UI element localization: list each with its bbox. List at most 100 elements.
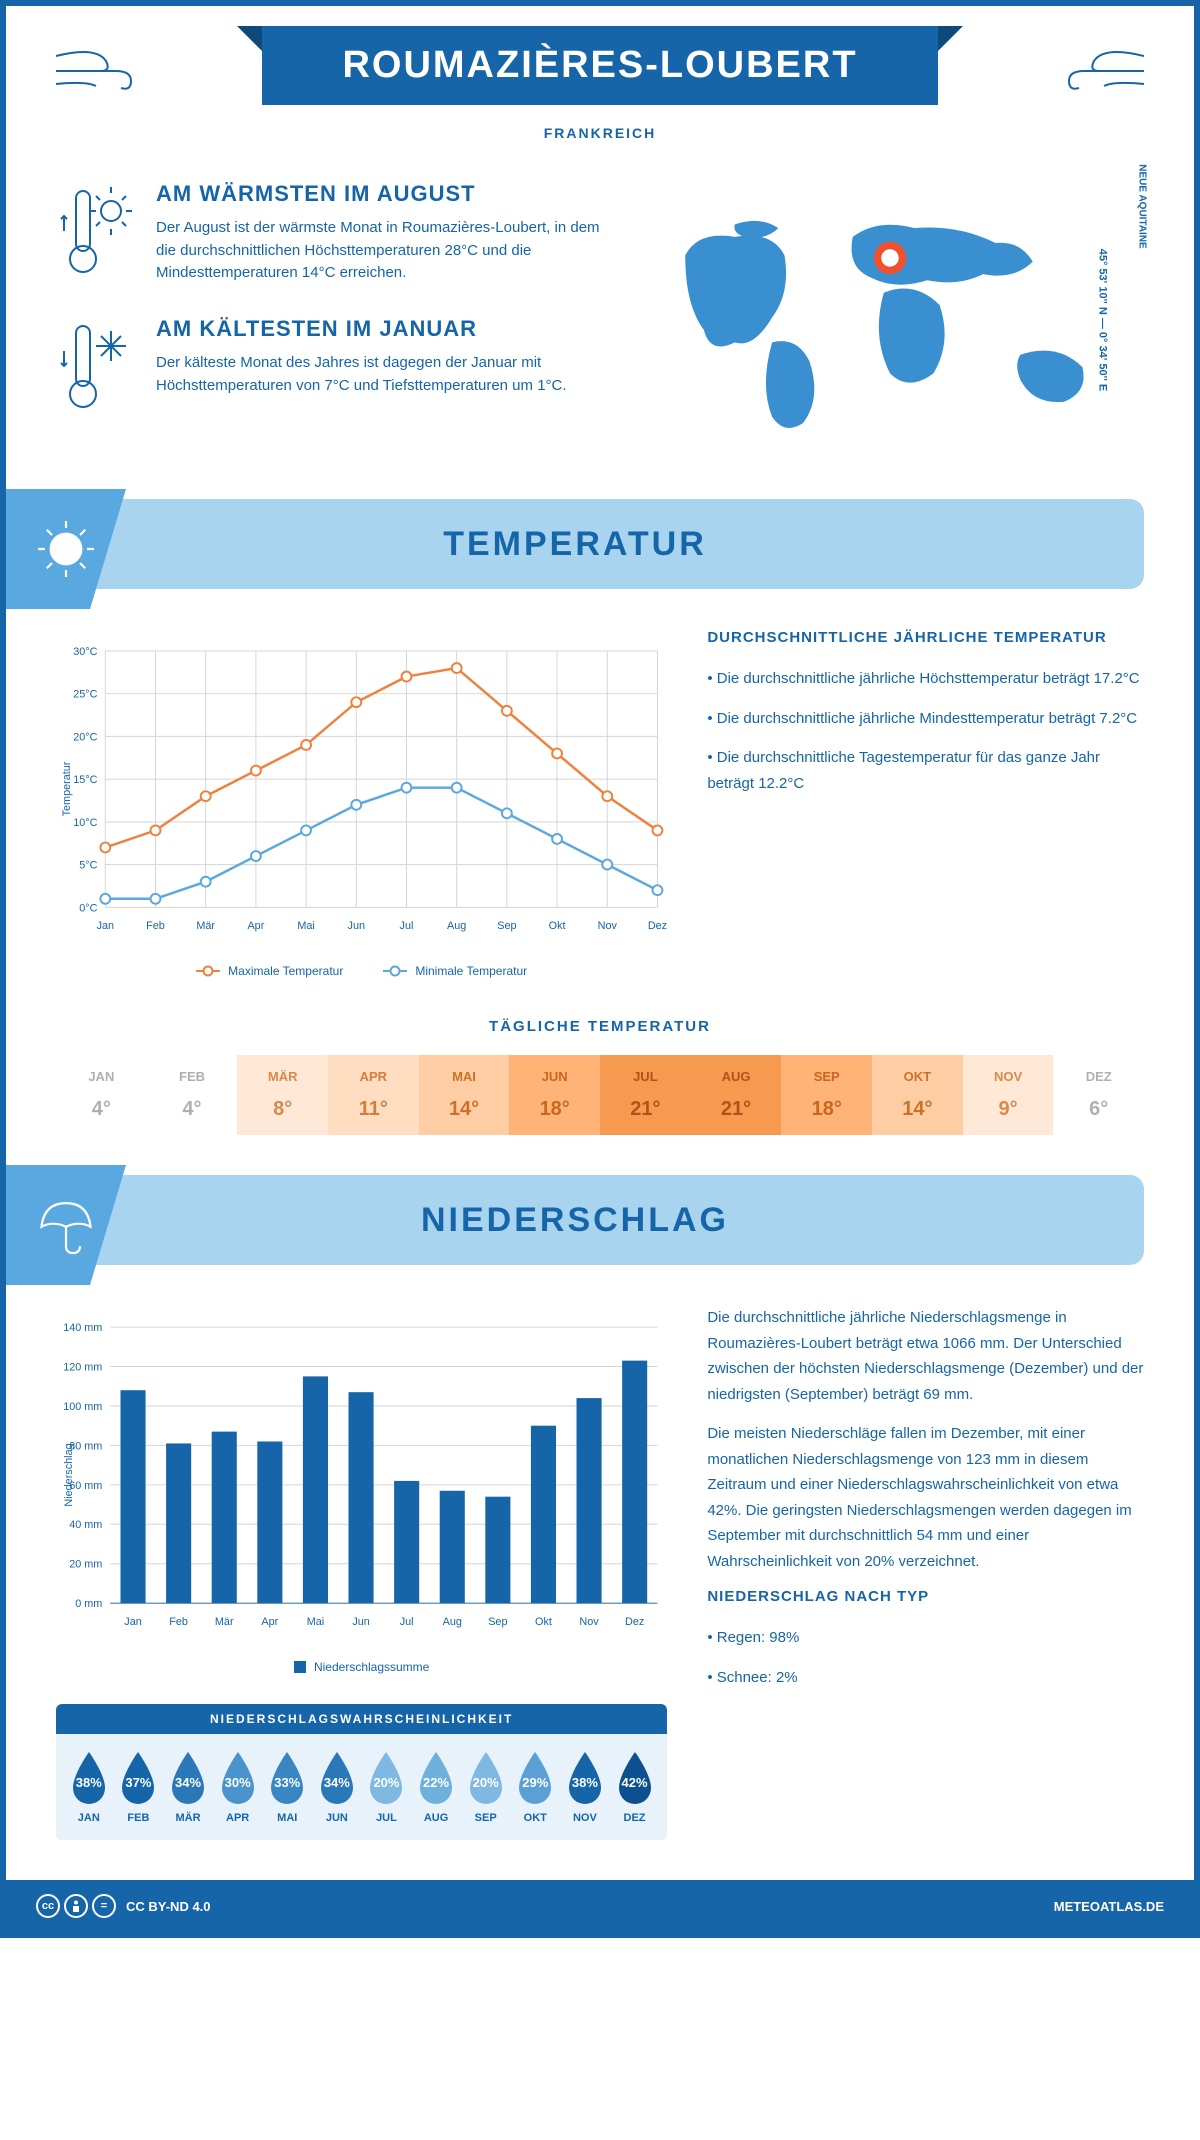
line-chart-legend: Maximale Temperatur Minimale Temperatur	[56, 964, 667, 978]
site-name: METEOATLAS.DE	[1054, 1899, 1164, 1914]
precip-prob-drops: 38%JAN37%FEB34%MÄR30%APR33%MAI34%JUN20%J…	[56, 1734, 667, 1840]
svg-text:Jul: Jul	[400, 920, 414, 932]
svg-text:Jun: Jun	[352, 1616, 369, 1628]
drop-cell: 22%AUG	[411, 1750, 461, 1824]
legend-max: Maximale Temperatur	[228, 964, 343, 978]
svg-text:Jun: Jun	[348, 920, 365, 932]
temp-cell: JUL21°	[600, 1055, 691, 1135]
svg-text:Okt: Okt	[535, 1616, 552, 1628]
svg-text:Jul: Jul	[400, 1616, 414, 1628]
precip-prob-title: NIEDERSCHLAGSWAHRSCHEINLICHKEIT	[56, 1704, 667, 1734]
svg-text:Mai: Mai	[297, 920, 314, 932]
temperature-line-chart: 0°C5°C10°C15°C20°C25°C30°CJanFebMärAprMa…	[56, 629, 667, 949]
fact-cold-text: Der kälteste Monat des Jahres ist dagege…	[156, 352, 608, 397]
section-header-temperature: TEMPERATUR	[6, 499, 1144, 589]
precip-type-b2: • Schnee: 2%	[707, 1665, 1144, 1691]
footer: cc = CC BY-ND 4.0 METEOATLAS.DE	[6, 1880, 1194, 1932]
precip-type-b1: • Regen: 98%	[707, 1625, 1144, 1651]
svg-text:5°C: 5°C	[79, 860, 97, 872]
section-title: NIEDERSCHLAG	[421, 1201, 729, 1240]
drop-cell: 38%JAN	[64, 1750, 114, 1824]
section-title: TEMPERATUR	[443, 525, 707, 564]
temp-desc-b2: • Die durchschnittliche jährliche Mindes…	[707, 706, 1144, 732]
svg-text:Feb: Feb	[169, 1616, 188, 1628]
svg-text:20 mm: 20 mm	[69, 1559, 102, 1571]
svg-text:120 mm: 120 mm	[63, 1362, 102, 1374]
svg-text:Feb: Feb	[146, 920, 165, 932]
temperature-chart-section: 0°C5°C10°C15°C20°C25°C30°CJanFebMärAprMa…	[6, 589, 1194, 1018]
daily-temperature: TÄGLICHE TEMPERATUR JAN4°FEB4°MÄR8°APR11…	[6, 1018, 1194, 1175]
svg-text:Dez: Dez	[648, 920, 667, 932]
drop-cell: 38%NOV	[560, 1750, 610, 1824]
bar-chart-legend: Niederschlagssumme	[56, 1660, 667, 1674]
temp-cell: JAN4°	[56, 1055, 147, 1135]
svg-text:Jan: Jan	[97, 920, 114, 932]
region-label: NEUE AQUITAINE	[1136, 164, 1147, 248]
thermometer-hot-icon	[56, 181, 136, 286]
svg-text:30°C: 30°C	[73, 646, 97, 658]
svg-text:Temperatur: Temperatur	[61, 761, 73, 816]
precipitation-bar-chart: 0 mm20 mm40 mm60 mm80 mm100 mm120 mm140 …	[56, 1305, 667, 1645]
by-icon	[64, 1894, 88, 1918]
legend-min: Minimale Temperatur	[415, 964, 527, 978]
svg-text:Apr: Apr	[247, 920, 264, 932]
svg-text:140 mm: 140 mm	[63, 1322, 102, 1334]
svg-text:Dez: Dez	[625, 1616, 644, 1628]
temp-desc-title: DURCHSCHNITTLICHE JÄHRLICHE TEMPERATUR	[707, 629, 1144, 646]
fact-warm-text: Der August ist der wärmste Monat in Roum…	[156, 217, 608, 285]
drop-cell: 33%MAI	[262, 1750, 312, 1824]
drop-cell: 30%APR	[213, 1750, 263, 1824]
thermometer-cold-icon	[56, 316, 136, 421]
temp-cell: JUN18°	[509, 1055, 600, 1135]
svg-text:0 mm: 0 mm	[75, 1598, 102, 1610]
svg-text:Sep: Sep	[497, 920, 516, 932]
daily-temp-title: TÄGLICHE TEMPERATUR	[56, 1018, 1144, 1035]
wind-icon	[46, 36, 146, 96]
temp-cell: NOV9°	[963, 1055, 1054, 1135]
svg-text:Mai: Mai	[307, 1616, 324, 1628]
temp-desc-b3: • Die durchschnittliche Tagestemperatur …	[707, 745, 1144, 796]
temp-cell: DEZ6°	[1053, 1055, 1144, 1135]
page-title: ROUMAZIÈRES-LOUBERT	[262, 26, 937, 105]
svg-text:25°C: 25°C	[73, 689, 97, 701]
world-map	[648, 181, 1144, 459]
temp-cell: SEP18°	[781, 1055, 872, 1135]
fact-coldest: AM KÄLTESTEN IM JANUAR Der kälteste Mona…	[56, 316, 608, 421]
drop-cell: 37%FEB	[114, 1750, 164, 1824]
fact-cold-title: AM KÄLTESTEN IM JANUAR	[156, 316, 608, 342]
country-subtitle: FRANKREICH	[6, 125, 1194, 141]
temp-cell: FEB4°	[147, 1055, 238, 1135]
svg-text:Sep: Sep	[488, 1616, 507, 1628]
legend-precip: Niederschlagssumme	[314, 1660, 429, 1674]
precip-desc-p2: Die meisten Niederschläge fallen im Deze…	[707, 1421, 1144, 1574]
svg-text:10°C: 10°C	[73, 817, 97, 829]
precip-desc-p1: Die durchschnittliche jährliche Niedersc…	[707, 1305, 1144, 1407]
temp-cell: OKT14°	[872, 1055, 963, 1135]
svg-text:40 mm: 40 mm	[69, 1519, 102, 1531]
section-header-precipitation: NIEDERSCHLAG	[6, 1175, 1144, 1265]
coordinates: 45° 53' 10'' N — 0° 34' 50'' E	[1097, 249, 1109, 392]
license-text: CC BY-ND 4.0	[126, 1899, 211, 1914]
drop-cell: 20%JUL	[362, 1750, 412, 1824]
nd-icon: =	[92, 1894, 116, 1918]
svg-text:Mär: Mär	[196, 920, 215, 932]
svg-text:Okt: Okt	[549, 920, 566, 932]
drop-cell: 42%DEZ	[610, 1750, 660, 1824]
fact-warmest: AM WÄRMSTEN IM AUGUST Der August ist der…	[56, 181, 608, 286]
daily-temp-table: JAN4°FEB4°MÄR8°APR11°MAI14°JUN18°JUL21°A…	[56, 1055, 1144, 1135]
precipitation-probability: NIEDERSCHLAGSWAHRSCHEINLICHKEIT 38%JAN37…	[56, 1704, 667, 1840]
wind-icon	[1054, 36, 1154, 96]
svg-text:Apr: Apr	[261, 1616, 278, 1628]
infographic: ROUMAZIÈRES-LOUBERT FRANKREICH AM WÄRMST…	[0, 0, 1200, 1938]
drop-cell: 20%SEP	[461, 1750, 511, 1824]
drop-cell: 34%MÄR	[163, 1750, 213, 1824]
svg-text:Nov: Nov	[598, 920, 618, 932]
svg-text:0°C: 0°C	[79, 902, 97, 914]
header: ROUMAZIÈRES-LOUBERT FRANKREICH	[6, 6, 1194, 141]
temp-desc-b1: • Die durchschnittliche jährliche Höchst…	[707, 666, 1144, 692]
drop-cell: 34%JUN	[312, 1750, 362, 1824]
drop-cell: 29%OKT	[510, 1750, 560, 1824]
cc-icons: cc =	[36, 1894, 116, 1918]
temp-cell: MÄR8°	[237, 1055, 328, 1135]
temp-cell: AUG21°	[691, 1055, 782, 1135]
